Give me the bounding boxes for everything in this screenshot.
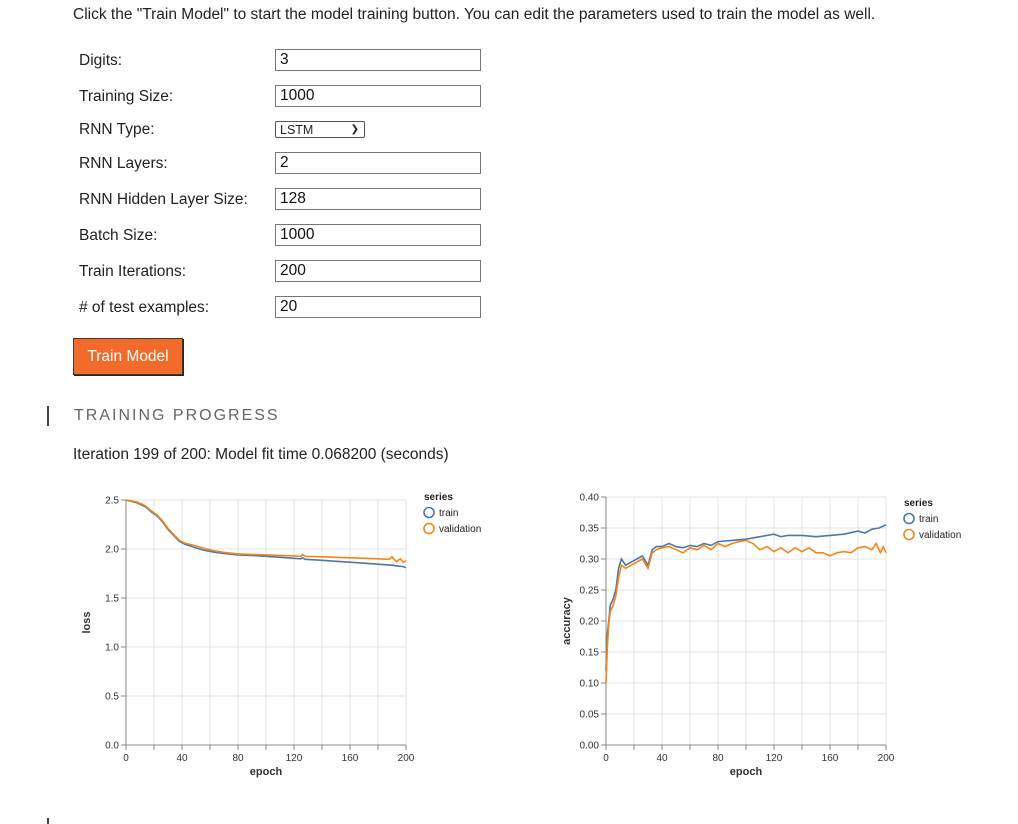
test-examples-input[interactable]: 20 — [275, 296, 481, 318]
legend-symbol-validation — [903, 528, 915, 541]
y-tick-label: 0.00 — [580, 741, 600, 752]
rnn-type-select[interactable]: LSTM ❯ — [275, 121, 365, 138]
y-tick-label: 0.40 — [580, 493, 600, 504]
x-tick-label: 120 — [286, 753, 303, 764]
series-line-train — [605, 524, 887, 671]
rnn-type-label: RNN Type: — [79, 121, 155, 138]
y-tick-label: 0.25 — [580, 586, 600, 597]
legend-label-validation: validation — [439, 524, 481, 535]
y-axis-title: loss — [81, 611, 93, 633]
section-divider-bottom — [47, 818, 49, 824]
y-tick-label: 1.0 — [105, 643, 119, 654]
x-tick-label: 0 — [603, 753, 609, 764]
y-tick-label: 0.5 — [105, 692, 119, 703]
legend-symbol-train — [903, 512, 915, 525]
x-tick-label: 40 — [656, 753, 668, 764]
chevron-down-icon: ❯ — [350, 124, 359, 135]
legend-label-train: train — [439, 508, 458, 519]
section-divider — [47, 406, 49, 426]
x-tick-label: 40 — [176, 753, 188, 764]
hidden-size-label: RNN Hidden Layer Size: — [79, 191, 248, 208]
train-model-button[interactable]: Train Model — [73, 338, 183, 375]
rnn-type-selected-value: LSTM — [280, 123, 314, 137]
digits-input[interactable]: 3 — [275, 49, 481, 71]
x-tick-label: 200 — [398, 753, 415, 764]
y-tick-label: 2.5 — [105, 496, 119, 507]
y-tick-label: 0.15 — [580, 648, 600, 659]
y-tick-label: 2.0 — [105, 545, 119, 556]
loss-chart: 0 40 80 120 160 200 0.0 0.5 1.0 1.5 2.0 2.5 epoch los… — [81, 492, 481, 778]
x-tick-label: 0 — [123, 753, 129, 764]
train-iterations-label: Train Iterations: — [79, 263, 187, 280]
y-axis-title: accuracy — [561, 596, 573, 645]
y-tick-label: 0.10 — [580, 679, 600, 690]
hidden-size-input[interactable]: 128 — [275, 188, 481, 210]
status-text: Iteration 199 of 200: Model fit time 0.0… — [73, 446, 449, 463]
x-tick-label: 160 — [342, 753, 359, 764]
training-size-label: Training Size: — [79, 88, 174, 105]
series-line-validation — [605, 539, 887, 684]
legend-title: series — [904, 498, 933, 509]
x-axis-title: epoch — [250, 766, 283, 778]
batch-size-label: Batch Size: — [79, 227, 158, 244]
rnn-layers-label: RNN Layers: — [79, 155, 168, 172]
batch-size-input[interactable]: 1000 — [275, 224, 481, 246]
test-examples-label: # of test examples: — [79, 299, 210, 316]
section-title: TRAINING PROGRESS — [74, 407, 280, 424]
rnn-layers-input[interactable]: 2 — [275, 152, 481, 174]
legend-label-validation: validation — [919, 530, 961, 541]
y-tick-label: 0.20 — [580, 617, 600, 628]
y-tick-label: 0.30 — [580, 555, 600, 566]
x-tick-label: 160 — [822, 753, 839, 764]
legend-symbol-train — [423, 506, 435, 519]
legend-title: series — [424, 492, 453, 503]
accuracy-chart: 0 40 80 120 160 200 0.00 0.05 0.10 0.15 0.20 0.25 0.… — [561, 493, 961, 779]
x-tick-label: 80 — [712, 753, 724, 764]
y-tick-label: 0.0 — [105, 741, 119, 752]
series-line-validation — [125, 499, 407, 564]
legend-symbol-validation — [423, 522, 435, 535]
y-tick-label: 1.5 — [105, 594, 119, 605]
training-size-input[interactable]: 1000 — [275, 85, 481, 107]
digits-label: Digits: — [79, 52, 123, 69]
x-tick-label: 80 — [232, 753, 244, 764]
y-tick-label: 0.35 — [580, 524, 600, 535]
instructions-text: Click the "Train Model" to start the mod… — [73, 6, 876, 23]
x-axis-title: epoch — [730, 766, 763, 778]
x-tick-label: 120 — [766, 753, 783, 764]
x-tick-label: 200 — [878, 753, 895, 764]
y-tick-label: 0.05 — [580, 710, 600, 721]
train-iterations-input[interactable]: 200 — [275, 260, 481, 282]
legend-label-train: train — [919, 514, 938, 525]
